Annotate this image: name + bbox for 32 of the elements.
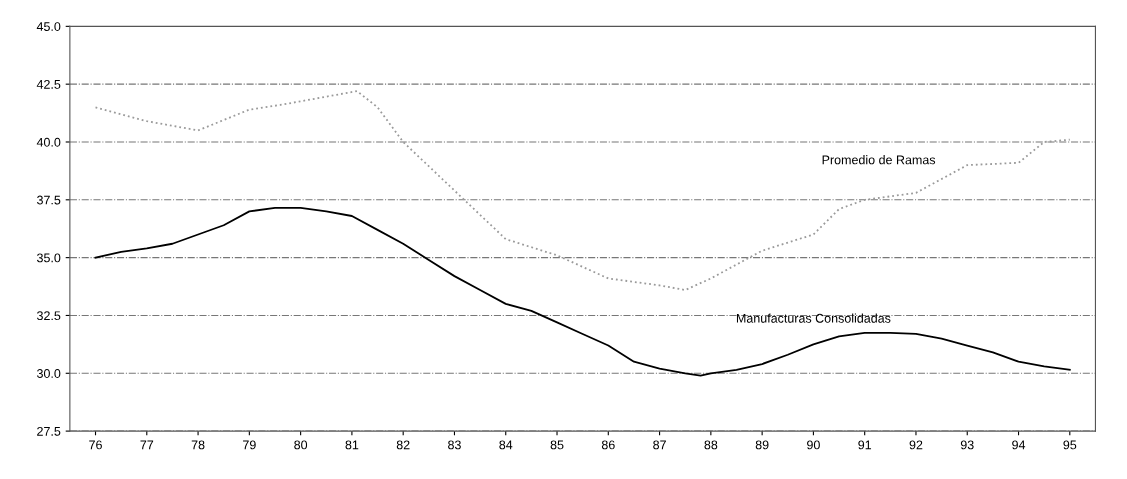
x-tick-label: 94: [1012, 440, 1026, 450]
x-tick-label: 80: [294, 440, 308, 450]
x-tick-label: 88: [704, 440, 718, 450]
series-label: Promedio de Ramas: [822, 155, 936, 165]
x-tick-label: 83: [448, 440, 461, 450]
series-label: Manufacturas Consolidadas: [736, 313, 891, 323]
x-tick-label: 89: [755, 440, 769, 450]
y-tick-label: 45.0: [36, 22, 61, 31]
y-tick-label: 27.5: [37, 426, 61, 436]
y-tick-label: 32.5: [37, 311, 61, 321]
x-tick-label: 95: [1063, 440, 1077, 450]
x-tick-label: 93: [960, 440, 974, 450]
y-tick-label: 42.5: [36, 79, 61, 89]
y-tick-label: 40.0: [36, 137, 61, 147]
x-tick-label: 85: [550, 440, 564, 450]
x-tick-label: 76: [89, 440, 102, 450]
x-tick-label: 92: [909, 440, 923, 450]
line-series: [94, 90, 1071, 291]
x-tick-label: 78: [191, 440, 205, 450]
x-tick-label: 90: [807, 440, 820, 450]
y-tick-label: 35.0: [37, 253, 61, 263]
y-tick-label: 30.0: [37, 369, 61, 378]
x-tick-label: 79: [243, 440, 256, 450]
line-series: [94, 207, 1071, 377]
x-tick-label: 77: [140, 440, 154, 450]
y-tick-label: 37.5: [37, 195, 61, 205]
x-tick-label: 84: [499, 440, 513, 450]
x-tick-label: 87: [653, 440, 666, 450]
x-tick-label: 86: [601, 440, 615, 450]
x-tick-label: 81: [345, 440, 359, 450]
x-tick-label: 91: [858, 440, 872, 450]
x-tick-label: 82: [396, 440, 410, 450]
